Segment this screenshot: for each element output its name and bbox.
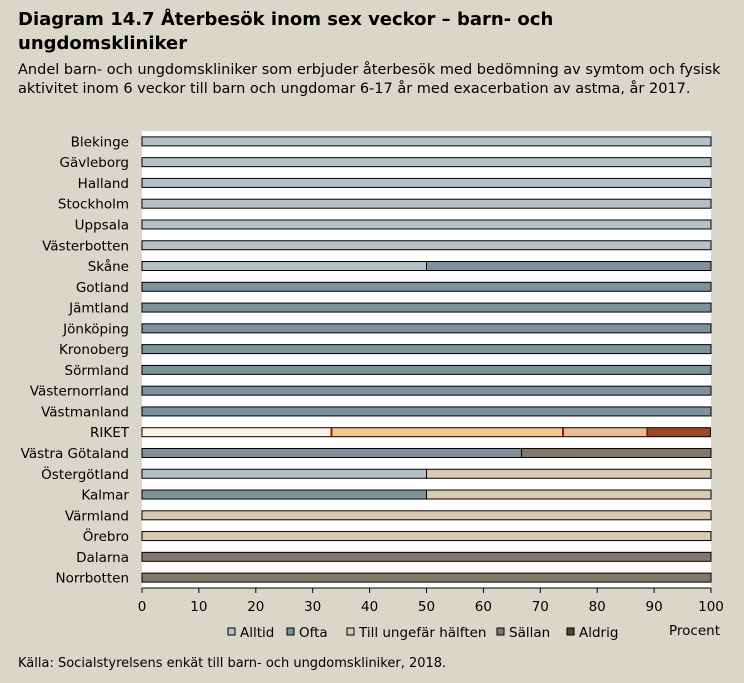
bar-orebro-till-ungefar-halften [141, 531, 712, 542]
legend-label-ofta: Ofta [299, 625, 328, 641]
category-label-vastra-gotaland: Västra Götaland [21, 446, 129, 462]
category-labels: Blekinge Gävleborg Halland Stockholm Uppsala… [21, 134, 130, 586]
bar-vastra-gotaland-ofta [141, 447, 523, 458]
category-label-vasternorrland: Västernorrland [30, 384, 129, 400]
category-label-varmland: Värmland [65, 508, 129, 524]
category-label-riket: RIKET [90, 425, 130, 441]
bar-norrbotten-sallan [141, 572, 712, 583]
bar-riket-aldrig [646, 427, 711, 438]
legend-label-sallan: Sällan [509, 625, 550, 641]
bar-skane-alltid [141, 261, 427, 272]
x-tick-label-50: 50 [418, 599, 435, 615]
bar-stockholm-alltid [141, 198, 712, 209]
bar-vastmanland-ofta [141, 406, 712, 417]
legend-swatch-sallan [496, 627, 505, 636]
x-tick-label-20: 20 [247, 599, 264, 615]
legend-swatch-ofta [286, 627, 295, 636]
category-label-kalmar: Kalmar [81, 488, 129, 504]
category-label-jamtland: Jämtland [68, 301, 129, 317]
x-tick-label-70: 70 [532, 599, 549, 615]
bar-halland-alltid [141, 177, 712, 188]
bar-ostergotland-alltid [141, 468, 427, 479]
category-label-dalarna: Dalarna [76, 550, 129, 566]
x-tick-label-0: 0 [138, 599, 147, 615]
x-tick-label-10: 10 [190, 599, 207, 615]
bar-uppsala-alltid [141, 219, 712, 230]
bar-vasternorrland-ofta [141, 385, 712, 396]
category-label-uppsala: Uppsala [75, 217, 129, 233]
category-label-jonkoping: Jönköping [62, 321, 129, 337]
legend-label-aldrig: Aldrig [579, 625, 618, 641]
bar-riket-till-ungefar-halften [562, 427, 648, 438]
x-tick-label-100: 100 [698, 599, 724, 615]
bars-group [141, 136, 712, 583]
x-axis-label: Procent [669, 623, 720, 639]
bar-riket-alltid [141, 427, 332, 438]
category-label-gavleborg: Gävleborg [60, 155, 130, 171]
legend-swatch-till-ungefar-halften [346, 627, 355, 636]
x-axis-ticks: 0 10 20 30 40 50 60 70 80 90 100 [138, 588, 724, 615]
bar-jamtland-ofta [141, 302, 712, 313]
bar-vastra-gotaland-sallan [521, 447, 712, 458]
x-tick-label-80: 80 [589, 599, 606, 615]
category-label-norrbotten: Norrbotten [56, 571, 130, 587]
category-label-halland: Halland [78, 176, 129, 192]
x-tick-label-60: 60 [475, 599, 492, 615]
x-tick-label-40: 40 [361, 599, 378, 615]
bar-varmland-till-ungefar-halften [141, 510, 712, 521]
x-tick-label-90: 90 [646, 599, 663, 615]
bar-skane-ofta [426, 261, 712, 272]
legend-label-till-ungefar-halften: Till ungefär hälften [358, 625, 486, 641]
legend-swatch-aldrig [566, 627, 575, 636]
category-label-gotland: Gotland [76, 280, 129, 296]
category-label-ostergotland: Östergötland [41, 465, 129, 483]
category-label-orebro: Örebro [83, 527, 129, 545]
bar-kronoberg-ofta [141, 344, 712, 355]
category-label-vastmanland: Västmanland [41, 404, 129, 420]
category-label-blekinge: Blekinge [71, 134, 129, 150]
bar-kalmar-ofta [141, 489, 427, 500]
bar-ostergotland-till-ungefar-halften [426, 468, 712, 479]
bar-jonkoping-ofta [141, 323, 712, 334]
bar-sormland-ofta [141, 364, 712, 375]
bar-gotland-ofta [141, 281, 712, 292]
category-label-sormland: Sörmland [65, 363, 129, 379]
category-label-skane: Skåne [88, 258, 129, 275]
bar-kalmar-till-ungefar-halften [426, 489, 712, 500]
legend: Alltid Ofta Till ungefär hälften Sällan Aldr… [227, 625, 618, 641]
chart-title: Diagram 14.7 Återbesök inom sex veckor –… [18, 9, 554, 54]
bar-vasterbotten-alltid [141, 240, 712, 251]
category-label-stockholm: Stockholm [58, 197, 129, 213]
chart-subtitle: Andel barn- och ungdomskliniker som erbj… [18, 62, 721, 97]
bar-dalarna-sallan [141, 551, 712, 562]
source-note: Källa: Socialstyrelsens enkät till barn-… [18, 656, 447, 671]
legend-swatch-alltid [227, 627, 236, 636]
legend-label-alltid: Alltid [240, 625, 274, 641]
bar-blekinge-alltid [141, 136, 712, 147]
bar-gavleborg-alltid [141, 157, 712, 168]
category-label-vasterbotten: Västerbotten [42, 238, 129, 254]
bar-riket-ofta [330, 427, 564, 438]
category-label-kronoberg: Kronoberg [59, 342, 129, 358]
x-tick-label-30: 30 [304, 599, 321, 615]
